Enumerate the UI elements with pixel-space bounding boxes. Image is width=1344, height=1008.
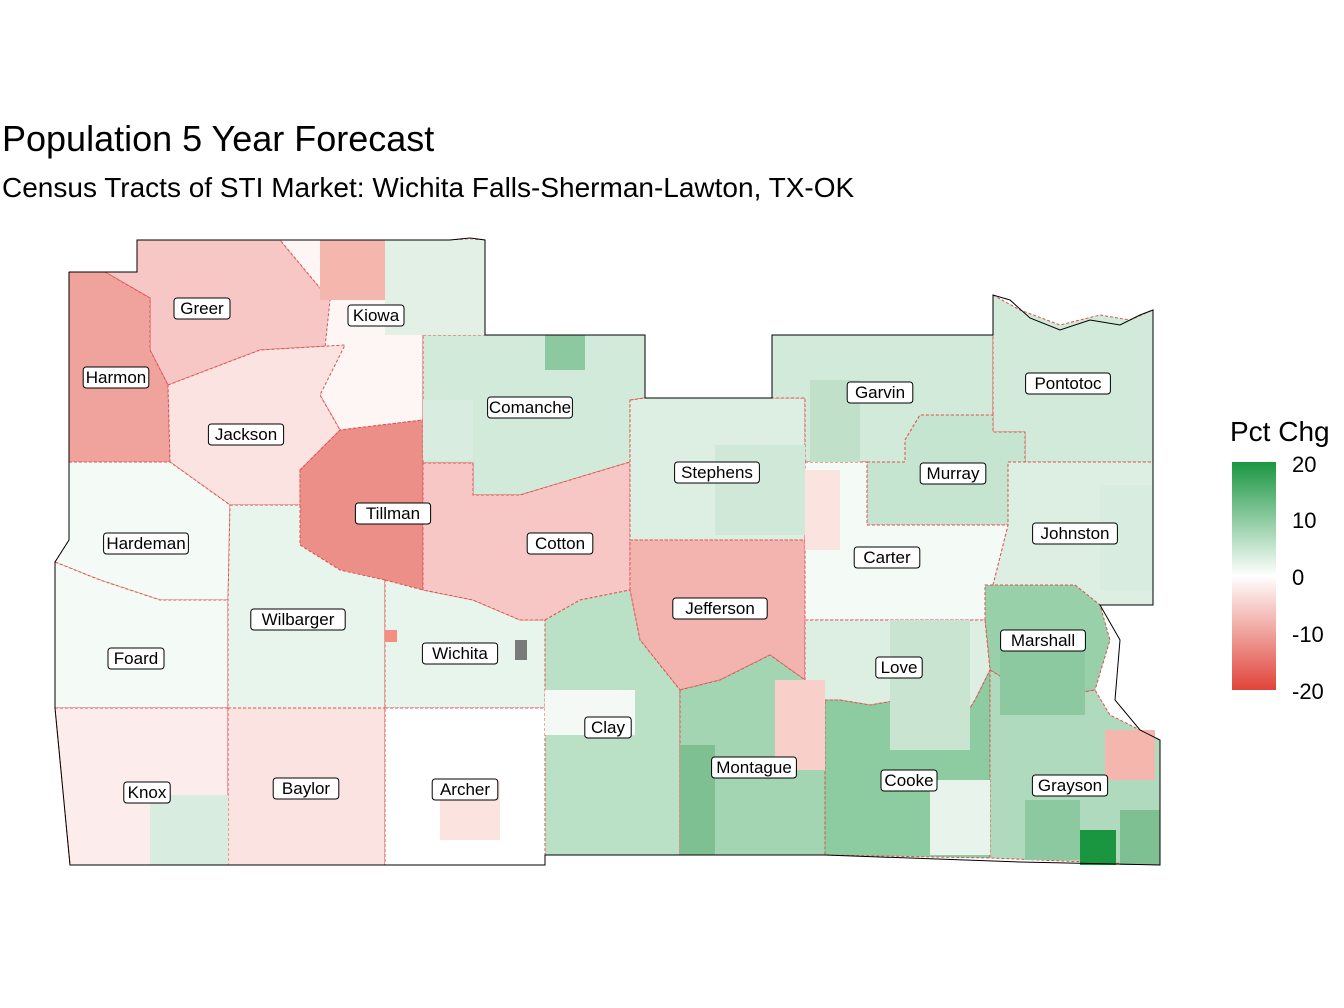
county-label-wilbarger: Wilbarger [250,608,346,631]
market-outline [54,237,1161,866]
county-label-tillman: Tillman [354,502,432,525]
county-label-box [919,462,987,485]
map-subtitle: Census Tracts of STI Market: Wichita Fal… [2,172,855,203]
county-label-text: Greer [180,299,224,318]
county-label-text: Jackson [215,425,277,444]
county-label-pontotoc: Pontotoc [1025,372,1111,395]
county-label-box [354,502,432,525]
county-label-box [672,597,768,620]
county-label-clay: Clay [584,716,632,739]
county-label-text: Clay [591,718,626,737]
county-wilbarger [227,504,386,709]
county-label-box [846,381,914,404]
county-label-box [107,647,165,670]
legend-tick-2: 10 [1292,508,1316,533]
county-label-box [272,777,340,800]
county-label-text: Tillman [366,504,420,523]
county-label-text: Knox [128,783,167,802]
county-label-box [173,297,231,320]
county-label-jefferson: Jefferson [672,597,768,620]
county-label-box [1000,629,1086,652]
county-label-text: Grayson [1038,776,1102,795]
county-label-box [250,608,346,631]
county-label-text: Marshall [1011,631,1075,650]
county-label-carter: Carter [853,546,921,569]
county-label-box [82,366,150,389]
county-label-box [880,769,938,792]
county-label-garvin: Garvin [846,381,914,404]
county-label-text: Garvin [855,383,905,402]
county-label-box [431,778,499,801]
map-title: Population 5 Year Forecast [2,118,435,159]
county-label-love: Love [875,656,923,679]
county-label-archer: Archer [431,778,499,801]
county-label-text: Foard [114,649,158,668]
county-label-box [674,461,760,484]
county-label-text: Wichita [432,644,488,663]
legend-tick-1: 20 [1292,452,1316,477]
county-label-box [526,532,594,555]
county-label-text: Murray [927,464,980,483]
county-label-greer: Greer [173,297,231,320]
county-label-text: Comanche [489,398,571,417]
county-label-wichita: Wichita [421,642,499,665]
county-label-stephens: Stephens [674,461,760,484]
county-label-comanche: Comanche [487,396,573,419]
county-label-cooke: Cooke [880,769,938,792]
county-label-box [421,642,499,665]
county-label-marshall: Marshall [1000,629,1086,652]
county-label-foard: Foard [107,647,165,670]
tract-patches [150,240,1160,865]
county-label-cotton: Cotton [526,532,594,555]
county-label-grayson: Grayson [1031,774,1109,797]
county-label-box [1032,522,1118,545]
county-label-text: Baylor [282,779,331,798]
county-label-box [875,656,923,679]
county-label-box [123,781,171,804]
county-polygons [54,239,1161,866]
county-label-johnston: Johnston [1032,522,1118,545]
county-label-murray: Murray [919,462,987,485]
county-label-text: Love [881,658,918,677]
legend: Pct Chg 20 10 0 -10 -20 [1230,416,1330,704]
legend-tick-3: 0 [1292,565,1304,590]
county-label-text: Archer [440,780,490,799]
county-label-text: Johnston [1041,524,1110,543]
county-label-box [103,532,189,555]
county-label-harmon: Harmon [82,366,150,389]
county-label-text: Cooke [884,771,933,790]
county-label-box [584,716,632,739]
county-label-jackson: Jackson [207,423,285,446]
county-label-text: Pontotoc [1034,374,1102,393]
county-label-text: Cotton [535,534,585,553]
county-label-box [711,756,797,779]
county-label-box [1031,774,1109,797]
legend-colorbar [1232,462,1276,690]
county-label-knox: Knox [123,781,171,804]
county-label-montague: Montague [711,756,797,779]
county-label-kiowa: Kiowa [347,304,405,327]
county-carter [804,461,1009,621]
county-label-text: Harmon [86,368,146,387]
legend-tick-4: -10 [1292,622,1324,647]
county-label-text: Hardeman [106,534,185,553]
county-label-text: Jefferson [685,599,755,618]
county-label-box [347,304,405,327]
county-label-hardeman: Hardeman [103,532,189,555]
county-label-text: Carter [863,548,911,567]
county-label-text: Stephens [681,463,753,482]
legend-tick-5: -20 [1292,679,1324,704]
county-label-box [1025,372,1111,395]
county-label-box [207,423,285,446]
legend-title: Pct Chg [1230,416,1330,447]
county-label-text: Kiowa [353,306,400,325]
county-label-text: Wilbarger [262,610,335,629]
county-label-box [487,396,573,419]
county-label-text: Montague [716,758,792,777]
county-labels: Greer Kiowa Harmon Jackson Comanche Tillman Ha… [82,297,1118,804]
county-label-box [853,546,921,569]
county-label-baylor: Baylor [272,777,340,800]
